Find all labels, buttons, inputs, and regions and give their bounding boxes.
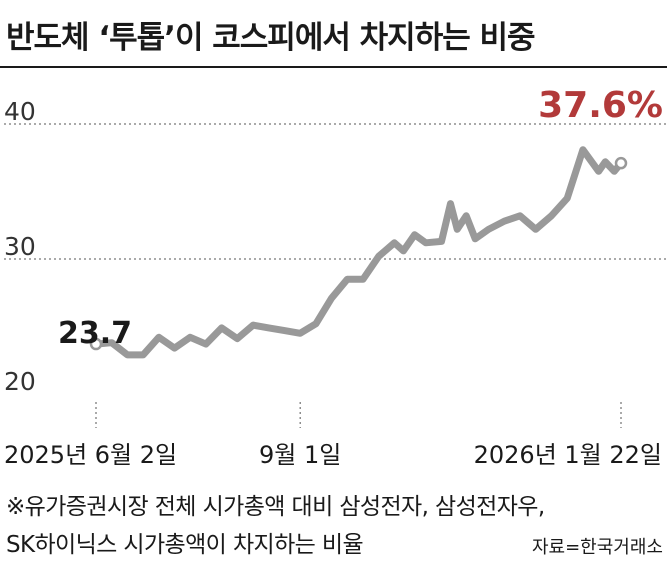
footnote: ※유가증권시장 전체 시가총액 대비 삼성전자, 삼성전자우, SK하이닉스 시… — [6, 488, 666, 564]
gridlines — [4, 123, 667, 260]
title-divider — [0, 66, 667, 68]
line-chart: 40 30 20 2025년 6월 2일 9월 1일 2026년 1월 22일 23.7… — [4, 85, 667, 469]
endpoint-markers — [89, 156, 628, 351]
x-tick-label-0: 2025년 6월 2일 — [4, 441, 177, 469]
end-value-label: 37.6% — [538, 85, 663, 126]
start-point-marker — [89, 337, 103, 351]
x-axis-ticks: 2025년 6월 2일 9월 1일 2026년 1월 22일 — [4, 402, 662, 469]
y-tick-20: 20 — [4, 367, 36, 396]
y-axis-ticks: 40 30 20 — [4, 97, 36, 396]
chart-title: 반도체 ‘투톱’이 코스피에서 차지하는 비중 — [6, 20, 536, 56]
footnote-line-2: SK하이닉스 시가총액이 차지하는 비율 — [6, 532, 364, 558]
end-point-marker — [614, 156, 628, 170]
series-line — [92, 146, 625, 359]
x-tick-label-1: 9월 1일 — [259, 441, 341, 469]
value-labels: 23.7 37.6% — [58, 85, 663, 351]
source-credit: 자료=한국거래소 — [531, 537, 663, 558]
start-value-label: 23.7 — [58, 316, 132, 351]
footnote-line-1: ※유가증권시장 전체 시가총액 대비 삼성전자, 삼성전자우, — [6, 494, 545, 520]
y-tick-40: 40 — [4, 97, 36, 126]
x-tick-label-2: 2026년 1월 22일 — [474, 441, 662, 469]
y-tick-30: 30 — [4, 232, 36, 261]
